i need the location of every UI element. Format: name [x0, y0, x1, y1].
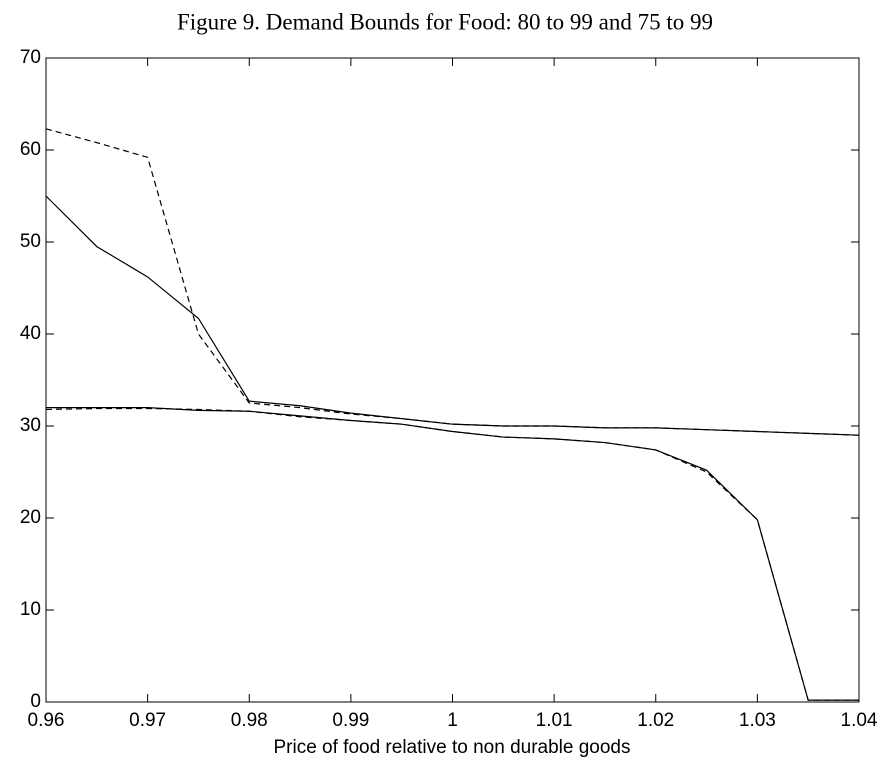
y-tick-label: 30 [20, 415, 41, 436]
x-tick-label: 1 [447, 710, 458, 731]
y-tick-label: 0 [30, 691, 41, 712]
chart-title: Figure 9. Demand Bounds for Food: 80 to … [177, 9, 713, 34]
x-tick-label: 1.04 [841, 710, 878, 731]
series-line [46, 407, 859, 701]
series-line [45, 407, 859, 701]
series-line [45, 128, 860, 436]
plot-frame [45, 57, 860, 703]
x-tick-label: 1.02 [637, 710, 674, 731]
y-tick-label: 40 [20, 323, 41, 344]
y-tick-label: 20 [20, 507, 41, 528]
x-axis-label: Price of food relative to non durable go… [273, 737, 630, 758]
x-tick-label: 1.01 [536, 710, 573, 731]
x-tick-label: 0.96 [28, 710, 65, 731]
series-line [45, 195, 860, 436]
y-tick-label: 70 [20, 47, 41, 68]
y-tick-label: 10 [20, 599, 41, 620]
x-tick-label: 0.99 [332, 710, 369, 731]
y-tick-label: 50 [20, 231, 41, 252]
y-tick-label: 60 [20, 139, 41, 160]
x-tick-label: 1.03 [739, 710, 776, 731]
x-tick-label: 0.97 [129, 710, 166, 731]
x-tick-label: 0.98 [231, 710, 268, 731]
